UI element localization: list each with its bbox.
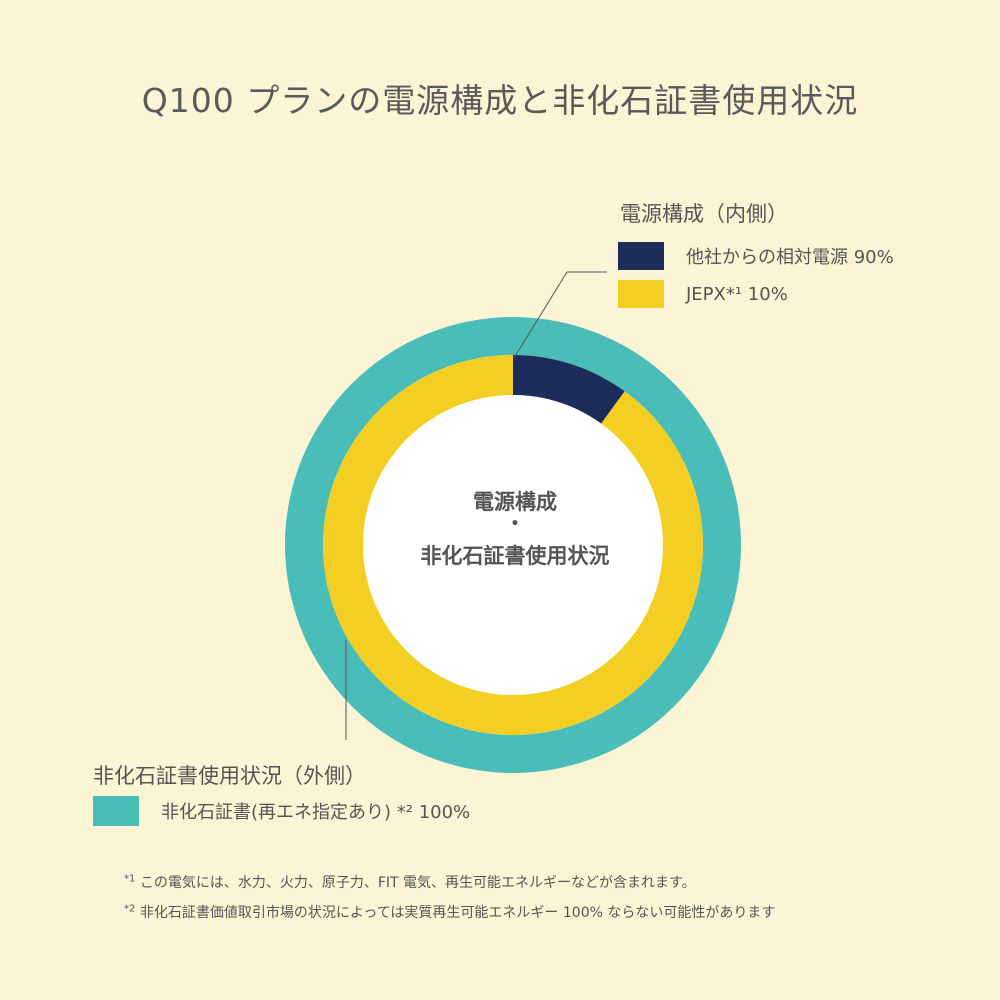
footnote-text: この電気には、水力、火力、原子力、FIT 電気、再生可能エネルギーなどが含まれま…	[139, 875, 696, 891]
inner-legend-swatch-dark	[618, 242, 664, 270]
outer-legend-heading: 非化石証書使用状況（外側）	[93, 764, 366, 788]
center-label-dot: •	[510, 516, 520, 532]
inner-legend-item: JEPX*¹ 10%	[618, 280, 788, 308]
outer-legend-label: 非化石証書(再エネ指定あり) *² 100%	[161, 802, 471, 823]
page-title: Q100 プランの電源構成と非化石証書使用状況	[141, 81, 859, 120]
outer-legend-item: 非化石証書(再エネ指定あり) *² 100%	[93, 796, 470, 826]
inner-legend-item: 他社からの相対電源 90%	[618, 242, 894, 270]
footnote-text: 非化石証書価値取引市場の状況によっては実質再生可能エネルギー 100% ならない…	[139, 905, 776, 921]
inner-ring-slice	[513, 355, 625, 424]
inner-legend-label: JEPX*¹ 10%	[686, 283, 788, 305]
donut-center	[363, 395, 663, 695]
inner-legend-label: 他社からの相対電源 90%	[686, 247, 894, 268]
footnote: *1 この電気には、水力、火力、原子力、FIT 電気、再生可能エネルギーなどが含…	[124, 872, 696, 892]
footnote-mark: *2	[124, 903, 136, 915]
inner-legend-heading: 電源構成（内側）	[620, 202, 788, 226]
center-label-line1: 電源構成	[473, 490, 557, 514]
inner-legend-swatch-yellow	[618, 280, 664, 308]
inner-leader-line	[513, 271, 568, 359]
footnote-mark: *1	[124, 873, 136, 885]
footnote: *2 非化石証書価値取引市場の状況によっては実質再生可能エネルギー 100% な…	[124, 902, 775, 922]
center-label-line2: 非化石証書使用状況	[420, 544, 610, 568]
outer-legend-swatch	[93, 796, 139, 826]
